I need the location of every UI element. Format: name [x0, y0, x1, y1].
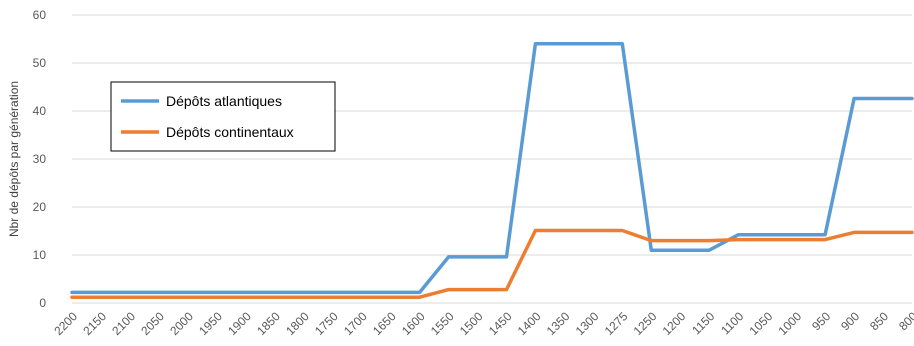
x-tick-label: 1300 [573, 309, 602, 338]
legend-entry: Dépôts atlantiques [166, 93, 282, 109]
x-tick-label: 1800 [283, 309, 312, 338]
legend-entry: Dépôts continentaux [166, 124, 294, 140]
x-tick-label: 2100 [109, 309, 138, 338]
x-tick-label: 1100 [718, 309, 746, 337]
x-tick-label: 1900 [225, 309, 254, 338]
x-tick-label: 1550 [428, 309, 457, 338]
x-tick-label: 1700 [341, 309, 370, 338]
x-tick-label: 1450 [486, 309, 515, 338]
series-lines [70, 42, 914, 299]
x-tick-label: 2150 [80, 309, 109, 338]
y-axis-label: Nbr de dépôts par génération [7, 81, 21, 237]
x-tick-label: 1600 [399, 309, 428, 338]
x-tick-label: 1150 [689, 309, 717, 337]
y-tick-label: 10 [33, 248, 47, 262]
y-tick-label: 40 [33, 104, 47, 118]
x-tick-label: 900 [838, 309, 862, 333]
x-tick-label: 1750 [312, 309, 341, 338]
x-tick-label: 2200 [51, 309, 80, 338]
series-line [70, 228, 914, 299]
x-tick-label: 1000 [775, 309, 804, 338]
y-axis-ticks: 0 10 20 30 40 50 60 [33, 8, 47, 310]
x-tick-label: 1650 [370, 309, 399, 338]
y-tick-label: 0 [39, 296, 46, 310]
x-axis-ticks: 2200 2150 2100 2050 2000 1950 1900 1850 1800 1750… [51, 309, 914, 338]
x-tick-label: 950 [809, 309, 833, 333]
x-tick-label: 2000 [167, 309, 196, 338]
x-tick-label: 2050 [138, 309, 167, 338]
x-tick-label: 1400 [515, 309, 544, 338]
y-tick-label: 50 [33, 56, 47, 70]
y-tick-label: 20 [33, 200, 47, 214]
legend: Dépôts atlantiques Dépôts continentaux [110, 81, 336, 152]
legend-box [110, 81, 336, 152]
gridlines [72, 14, 912, 304]
y-tick-label: 30 [33, 152, 47, 166]
x-tick-label: 1275 [602, 309, 631, 338]
x-tick-label: 1050 [747, 309, 776, 338]
y-tick-label: 60 [33, 8, 47, 22]
x-tick-label: 1850 [254, 309, 283, 338]
x-tick-label: 800 [896, 309, 914, 333]
x-tick-label: 1200 [660, 309, 689, 338]
x-tick-label: 1250 [631, 309, 660, 338]
x-tick-label: 1500 [457, 309, 486, 338]
series-line [70, 42, 914, 295]
x-tick-label: 1350 [544, 309, 573, 338]
x-tick-label: 1950 [196, 309, 225, 338]
x-tick-label: 850 [867, 309, 891, 333]
